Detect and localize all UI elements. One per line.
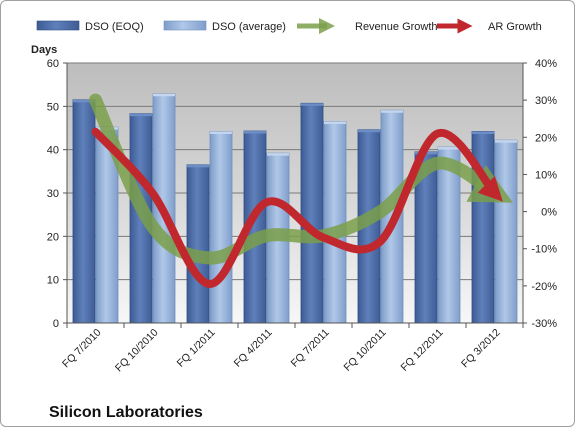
x-tick-label-6: FQ 12/2011 — [398, 327, 445, 374]
right-axis-ticks: -30% -20% -10% 0% 10% 20% 30% 40% — [523, 58, 557, 330]
bar-top-dso-eoq-5 — [358, 129, 380, 133]
y-tick-label-6: 60 — [47, 58, 59, 70]
x-tick-label-5: FQ 10/2011 — [341, 327, 388, 374]
bar-top-dso-average-7 — [495, 140, 517, 143]
y2-tick-label-4: 10% — [535, 169, 557, 181]
y2-tick-label-0: -30% — [531, 318, 557, 330]
bar-top-dso-average-6 — [438, 147, 460, 150]
x-tick-label-4: FQ 7/2011 — [289, 327, 332, 370]
y2-tick-label-6: 30% — [535, 95, 557, 107]
legend-swatch-dso-average — [163, 20, 207, 31]
y-axis-label: Days — [31, 44, 57, 56]
bar-top-dso-eoq-0 — [73, 99, 95, 103]
bar-top-dso-eoq-4 — [301, 103, 323, 106]
y-tick-label-0: 0 — [53, 318, 59, 330]
bar-top-dso-eoq-1 — [130, 113, 152, 117]
bar-top-dso-average-1 — [153, 93, 175, 97]
bar-top-dso-average-4 — [324, 121, 346, 124]
x-tick-label-1: FQ 10/2010 — [113, 327, 161, 375]
bar-dso-average-4 — [323, 121, 347, 324]
left-axis-ticks: 0 10 20 30 40 50 60 — [47, 58, 67, 330]
x-tick-label-3: FQ 4/2011 — [232, 327, 275, 370]
bar-top-dso-eoq-7 — [472, 131, 494, 134]
growth-lines — [89, 93, 513, 288]
y2-tick-label-1: -20% — [531, 281, 557, 293]
x-tick-label-0: FQ 7/2010 — [60, 327, 104, 371]
bar-dso-eoq-4 — [300, 102, 324, 324]
y2-tick-label-5: 20% — [535, 132, 557, 144]
legend-label-dso-average: DSO (average) — [212, 21, 286, 33]
y2-tick-label-7: 40% — [535, 58, 557, 70]
bar-top-dso-eoq-3 — [244, 131, 266, 134]
bar-dso-eoq-2 — [186, 164, 210, 324]
y-tick-label-5: 50 — [47, 101, 59, 113]
legend-label-revenue-growth: Revenue Growth — [355, 21, 438, 33]
revenue-growth-line — [89, 93, 513, 265]
y-tick-label-2: 20 — [47, 231, 59, 243]
x-tick-label-7: FQ 3/2012 — [459, 327, 503, 371]
x-axis-ticks: FQ 7/2010 FQ 10/2010 FQ 1/2011 FQ 4/2011 FQ … — [60, 323, 524, 375]
x-tick-label-2: FQ 1/2011 — [175, 327, 218, 370]
y2-tick-label-2: -10% — [531, 244, 557, 256]
bar-top-dso-average-3 — [267, 153, 289, 156]
bar-dso-eoq-0 — [72, 99, 96, 324]
legend-label-dso-eoq: DSO (EOQ) — [85, 21, 144, 33]
legend-swatch-dso-eoq — [36, 20, 80, 31]
bar-top-dso-average-2 — [210, 131, 232, 134]
bar-top-dso-average-5 — [381, 110, 403, 113]
y-tick-label-1: 10 — [47, 275, 59, 287]
y-tick-label-4: 40 — [47, 145, 59, 157]
y-tick-label-3: 30 — [47, 188, 59, 200]
bar-dso-average-7 — [494, 139, 518, 324]
legend-label-ar-growth: AR Growth — [488, 21, 542, 33]
bar-dso-average-2 — [209, 131, 233, 324]
y2-tick-label-3: 0% — [541, 207, 557, 219]
legend: DSO (EOQ) DSO (average) Revenue Growth A… — [36, 17, 542, 34]
bar-top-dso-eoq-2 — [187, 164, 209, 168]
ar-growth-line — [91, 127, 503, 288]
company-name: Silicon Laboratories — [49, 404, 203, 421]
